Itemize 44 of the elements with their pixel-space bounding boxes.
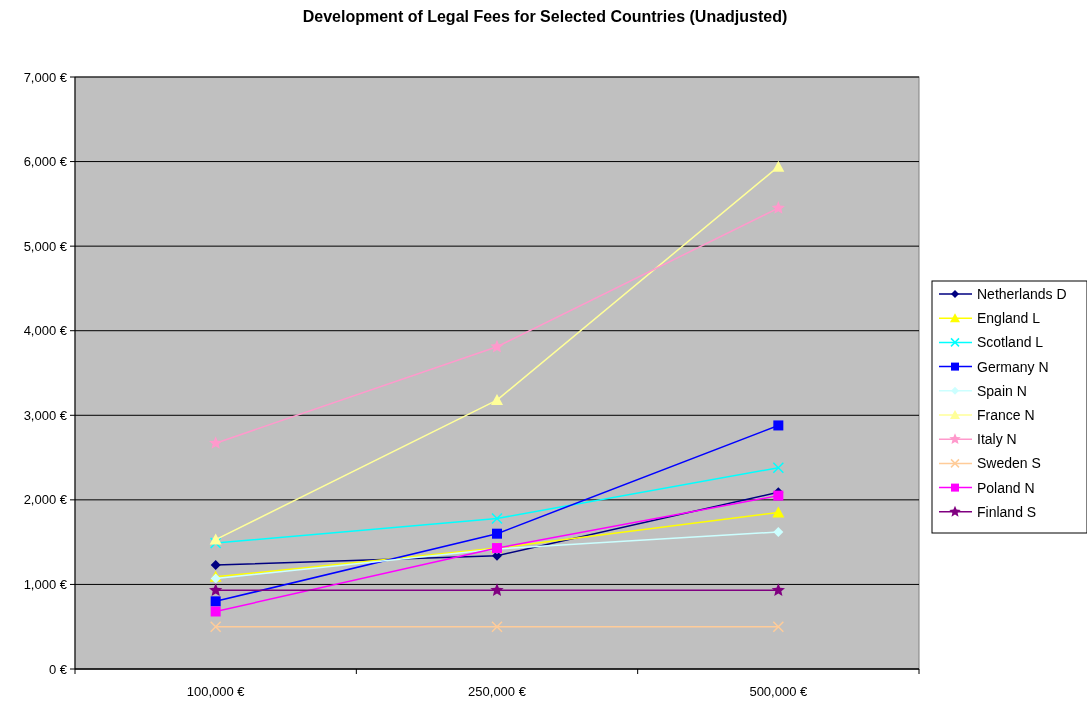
legend-label: France N [977, 406, 1035, 423]
point [491, 512, 503, 525]
point [209, 620, 222, 633]
point [772, 506, 785, 518]
point [771, 583, 785, 597]
x-tick-label: 500,000 € [749, 684, 809, 699]
chart-title: Development of Legal Fees for Selected Countries (Unadjusted) [302, 8, 788, 25]
y-tick-label: 7,000 € [23, 69, 68, 85]
point [773, 420, 784, 431]
legend-label: Italy N [977, 431, 1017, 448]
legend-label: Sweden S [977, 455, 1041, 472]
point [772, 461, 785, 474]
y-tick-label: 6,000 € [23, 154, 68, 170]
point [209, 537, 222, 549]
point [771, 201, 785, 214]
legend-label: Netherlands D [977, 285, 1067, 302]
legend-label: Finland S [977, 503, 1037, 520]
x-tick-label: 250,000 € [468, 684, 527, 699]
legend-label: Poland N [977, 479, 1035, 496]
point [490, 339, 504, 353]
y-tick-label: 2,000 € [23, 492, 68, 508]
legend-label: Scotland L [977, 334, 1044, 351]
point [209, 583, 223, 597]
point [490, 583, 504, 597]
legend-label: Germany N [977, 358, 1049, 375]
y-tick-label: 3,000 € [23, 407, 68, 423]
point [772, 620, 785, 633]
point [210, 559, 221, 570]
point [210, 606, 221, 617]
y-tick-label: 1,000 € [23, 576, 68, 592]
legend-label: England L [977, 310, 1041, 327]
point [773, 526, 784, 537]
legend-label: Spain N [977, 382, 1027, 399]
point [210, 596, 221, 607]
point [772, 160, 785, 172]
y-tick-label: 5,000 € [23, 238, 68, 254]
point [491, 394, 503, 406]
point [209, 533, 222, 545]
point [209, 436, 223, 449]
y-tick-label: 4,000 € [23, 323, 68, 339]
point [492, 528, 502, 539]
point [491, 620, 503, 633]
y-tick-label: 0 € [48, 661, 68, 677]
x-tick-label: 100,000 € [186, 684, 246, 699]
